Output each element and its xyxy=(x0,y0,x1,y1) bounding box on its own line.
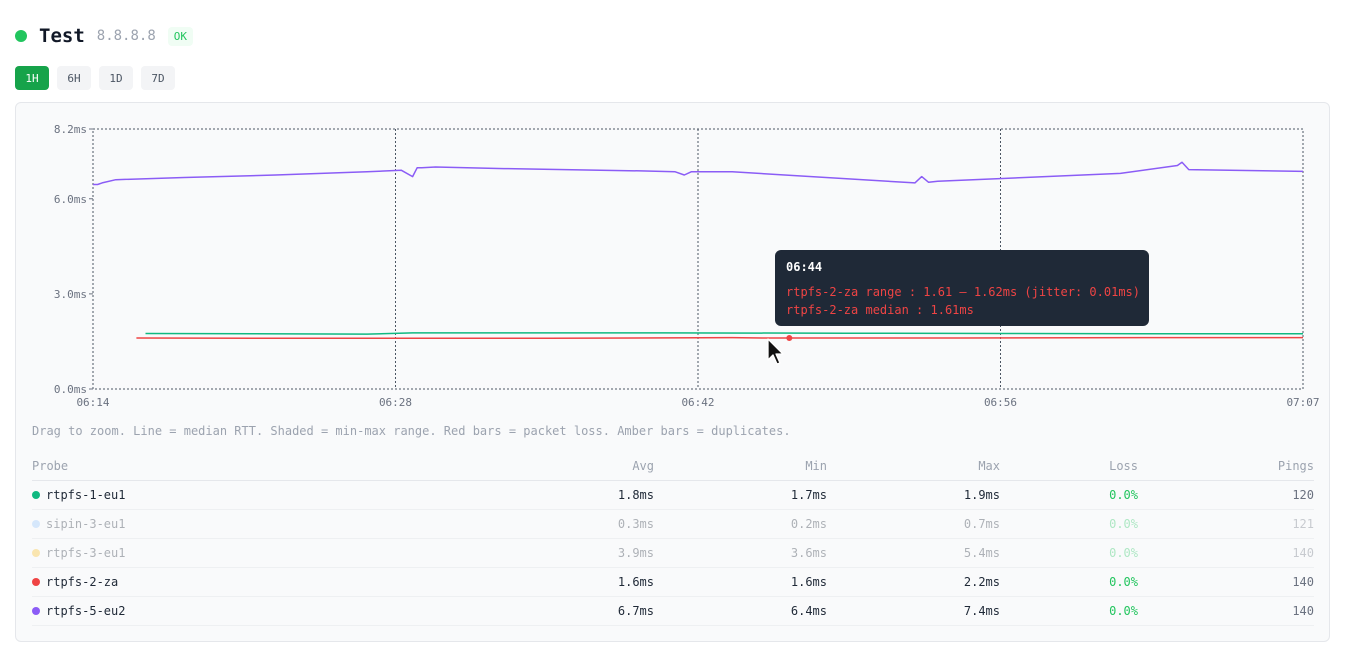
cell-max: 7.4ms xyxy=(827,596,1000,626)
x-tick-label: 06:42 xyxy=(681,396,714,409)
series-line-rtpfs-5-eu2[interactable] xyxy=(93,161,1329,186)
probe-cell[interactable]: rtpfs-3-eu1 xyxy=(32,538,282,568)
cell-max: 0.7ms xyxy=(827,509,1000,539)
cell-avg: 0.3ms xyxy=(282,509,654,539)
range-button-1d[interactable]: 1D xyxy=(99,66,133,90)
cell-pings: 120 xyxy=(1138,480,1314,510)
target-ip: 8.8.8.8 xyxy=(96,28,156,44)
x-tick-label: 07:07 xyxy=(1286,396,1319,409)
cell-pings: 140 xyxy=(1138,596,1314,626)
table-row[interactable]: rtpfs-5-eu2 6.7ms 6.4ms 7.4ms 0.0% 140 xyxy=(32,596,1314,626)
rtt-chart[interactable]: 8.2ms 6.0ms 3.0ms 0.0ms 06:14 06:28 06:42 06:5… xyxy=(16,103,1329,413)
probe-name: rtpfs-3-eu1 xyxy=(46,546,126,560)
header-probe[interactable]: Probe xyxy=(32,451,282,481)
cell-min: 1.7ms xyxy=(654,480,827,510)
cell-min: 3.6ms xyxy=(654,538,827,568)
probe-cell[interactable]: sipin-3-eu1 xyxy=(32,509,282,539)
cell-loss: 0.0% xyxy=(1000,596,1138,626)
probe-cell[interactable]: rtpfs-2-za xyxy=(32,567,282,597)
probe-name: rtpfs-1-eu1 xyxy=(46,488,126,502)
probe-rows: rtpfs-1-eu1 1.8ms 1.7ms 1.9ms 0.0% 120 sipin-3… xyxy=(32,480,1314,626)
cell-loss: 0.0% xyxy=(1000,567,1138,597)
tooltip-range: rtpfs-2-za range : 1.61 – 1.62ms (jitter… xyxy=(786,285,1141,299)
x-tick-label: 06:28 xyxy=(379,396,412,409)
status-badge: OK xyxy=(167,26,194,46)
table-row[interactable]: rtpfs-1-eu1 1.8ms 1.7ms 1.9ms 0.0% 120 xyxy=(32,480,1314,510)
cell-min: 1.6ms xyxy=(654,567,827,597)
mouse-cursor-icon xyxy=(767,338,784,365)
series-line-rtpfs-2-za[interactable] xyxy=(136,331,1329,340)
probe-cell[interactable]: rtpfs-5-eu2 xyxy=(32,596,282,626)
cell-loss: 0.0% xyxy=(1000,509,1138,539)
table-row[interactable]: sipin-3-eu1 0.3ms 0.2ms 0.7ms 0.0% 121 xyxy=(32,509,1314,539)
cell-avg: 1.6ms xyxy=(282,567,654,597)
probe-color-dot xyxy=(32,577,40,586)
probe-name: sipin-3-eu1 xyxy=(46,517,126,531)
range-button-7d[interactable]: 7D xyxy=(141,66,175,90)
table-row[interactable]: rtpfs-3-eu1 3.9ms 3.6ms 5.4ms 0.0% 140 xyxy=(32,538,1314,568)
probe-cell[interactable]: rtpfs-1-eu1 xyxy=(32,480,282,510)
probe-color-dot xyxy=(32,490,40,499)
chart-tooltip: 06:44 rtpfs-2-za range : 1.61 – 1.62ms (… xyxy=(775,250,1149,326)
y-tick-label: 3.0ms xyxy=(54,288,87,301)
cell-pings: 140 xyxy=(1138,567,1314,597)
x-tick-label: 06:14 xyxy=(76,396,109,409)
tooltip-median: rtpfs-2-za median : 1.61ms xyxy=(786,303,974,317)
range-button-1h[interactable]: 1H xyxy=(15,66,49,90)
table-header-row: Probe Avg Min Max Loss Pings xyxy=(32,451,1314,481)
chart-panel: 8.2ms 6.0ms 3.0ms 0.0ms 06:14 06:28 06:42 06:5… xyxy=(15,102,1330,642)
probe-name: rtpfs-5-eu2 xyxy=(46,604,126,618)
probe-name: rtpfs-2-za xyxy=(46,575,119,589)
cell-max: 1.9ms xyxy=(827,480,1000,510)
header-max[interactable]: Max xyxy=(827,451,1000,481)
y-tick-label: 0.0ms xyxy=(54,383,87,396)
y-tick-label: 6.0ms xyxy=(54,193,87,206)
range-button-6h[interactable]: 6H xyxy=(57,66,91,90)
cell-avg: 6.7ms xyxy=(282,596,654,626)
time-range-selector: 1H 6H 1D 7D xyxy=(15,66,175,90)
cell-pings: 121 xyxy=(1138,509,1314,539)
cell-max: 2.2ms xyxy=(827,567,1000,597)
page-title: Test xyxy=(39,25,85,47)
header-pings[interactable]: Pings xyxy=(1138,451,1314,481)
cell-min: 0.2ms xyxy=(654,509,827,539)
probe-table: Probe Avg Min Max Loss Pings rtpfs-1-eu1… xyxy=(32,451,1314,626)
header-avg[interactable]: Avg xyxy=(282,451,654,481)
status-dot xyxy=(15,30,27,42)
chart-hint: Drag to zoom. Line = median RTT. Shaded … xyxy=(32,424,791,438)
header-min[interactable]: Min xyxy=(654,451,827,481)
page-header: Test 8.8.8.8 OK xyxy=(15,24,194,48)
cell-max: 5.4ms xyxy=(827,538,1000,568)
cell-loss: 0.0% xyxy=(1000,480,1138,510)
series-line-rtpfs-1-eu1[interactable] xyxy=(145,332,1330,335)
probe-color-dot xyxy=(32,519,40,528)
cell-avg: 3.9ms xyxy=(282,538,654,568)
y-tick-label: 8.2ms xyxy=(54,123,87,136)
header-loss[interactable]: Loss xyxy=(1000,451,1138,481)
cell-pings: 140 xyxy=(1138,538,1314,568)
cell-avg: 1.8ms xyxy=(282,480,654,510)
hover-marker xyxy=(786,334,793,341)
probe-color-dot xyxy=(32,606,40,615)
probe-color-dot xyxy=(32,548,40,557)
table-row[interactable]: rtpfs-2-za 1.6ms 1.6ms 2.2ms 0.0% 140 xyxy=(32,567,1314,597)
cell-loss: 0.0% xyxy=(1000,538,1138,568)
x-tick-label: 06:56 xyxy=(984,396,1017,409)
tooltip-time: 06:44 xyxy=(786,260,823,274)
cell-min: 6.4ms xyxy=(654,596,827,626)
